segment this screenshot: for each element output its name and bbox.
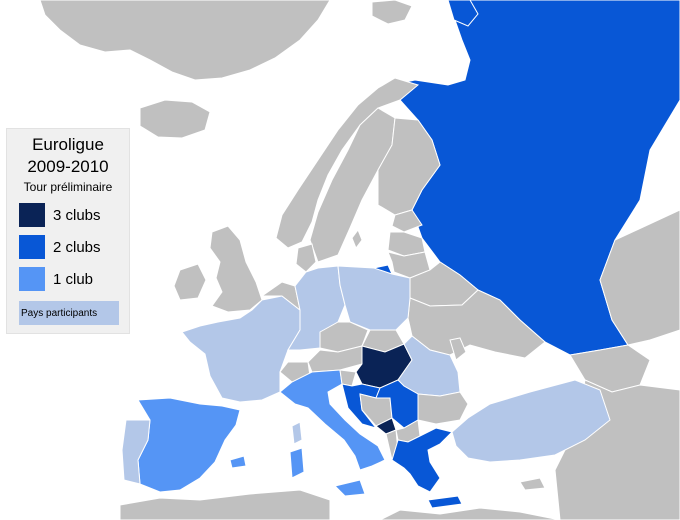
libya-egypt (379, 507, 561, 520)
balearic (229, 455, 247, 469)
iceland (139, 99, 211, 139)
crete (427, 495, 463, 509)
legend: Euroligue 2009-2010 Tour préliminaire 3 … (6, 128, 130, 334)
kazakhstan (599, 209, 680, 346)
cyprus (519, 477, 546, 491)
legend-title: Euroligue (32, 135, 104, 154)
legend-label-2-clubs: 2 clubs (53, 239, 101, 256)
estonia (391, 209, 423, 233)
portugal (121, 419, 151, 485)
sardinia (289, 447, 305, 479)
greenland (39, 0, 331, 81)
legend-label-3-clubs: 3 clubs (53, 207, 101, 224)
gotland (351, 228, 363, 250)
legend-season: 2009-2010 (27, 157, 109, 176)
legend-subtitle: Tour préliminaire (23, 180, 113, 194)
czech-republic (319, 321, 369, 353)
corsica (291, 421, 303, 445)
denmark (295, 243, 317, 273)
sicily (334, 479, 366, 497)
russia-island (447, 0, 479, 27)
poland (337, 265, 411, 331)
north-africa (119, 489, 331, 520)
turkey (451, 379, 611, 463)
bulgaria (417, 391, 469, 425)
svalbard (371, 0, 413, 25)
legend-label-1-club: 1 club (53, 271, 94, 288)
legend-swatch-2-clubs (19, 235, 45, 259)
legend-label-participants: Pays participants (21, 308, 98, 319)
greece (391, 427, 453, 493)
united-kingdom (209, 225, 263, 313)
moldova (449, 337, 467, 361)
ireland (173, 263, 207, 301)
legend-swatch-1-club (19, 267, 45, 291)
legend-swatch-3-clubs (19, 203, 45, 227)
legend-swatch-participants (19, 301, 119, 325)
